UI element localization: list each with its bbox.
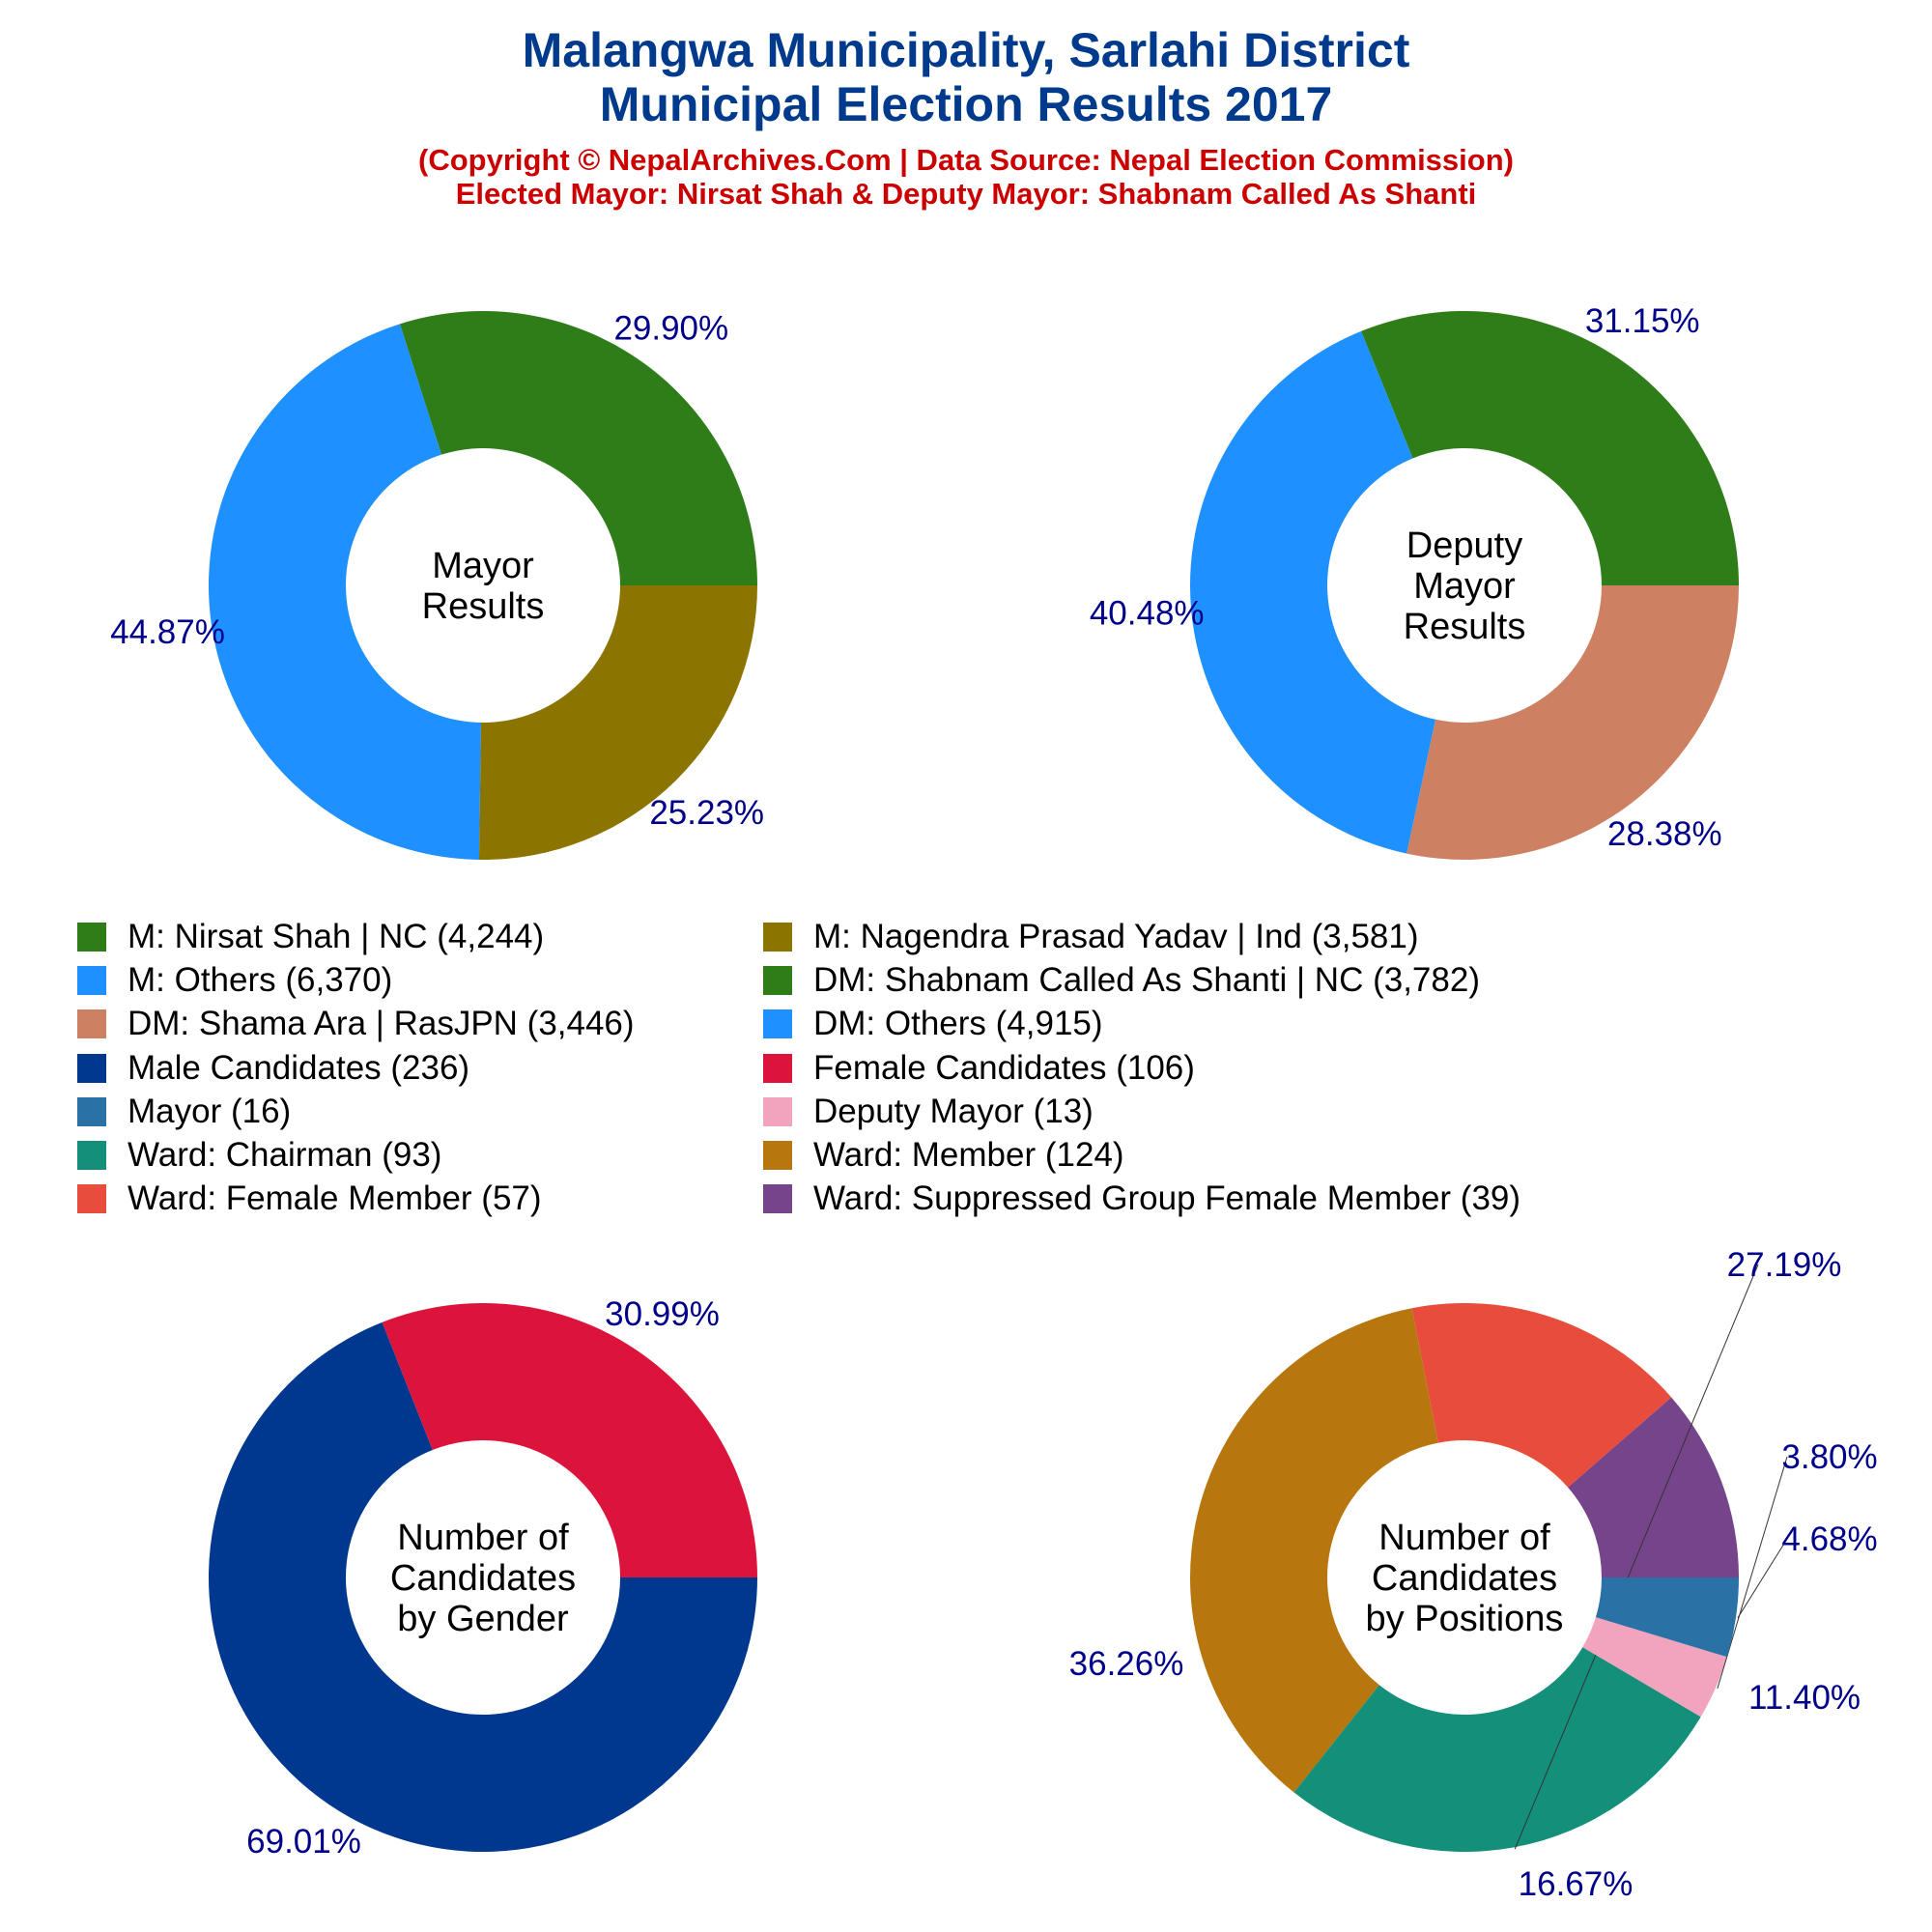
slice-percent-label: 31.15%: [1585, 302, 1700, 340]
pie-slice: [1189, 330, 1436, 854]
elected-officials-line: Elected Mayor: Nirsat Shah & Deputy Mayo…: [455, 177, 1477, 211]
donut-center-label: Results: [422, 586, 545, 627]
donut-chart-4: 11.40% 16.67% 36.26% 27.19% 3.80% 4.68% Number…: [1069, 1246, 1878, 1903]
donut-center-label: Candidates: [390, 1558, 576, 1599]
legend-swatch: [763, 1009, 792, 1039]
slice-percent-label: 69.01%: [246, 1823, 361, 1861]
legend-label: M: Nagendra Prasad Yadav | Ind (3,581): [813, 918, 1419, 955]
legend-label: M: Nirsat Shah | NC (4,244): [128, 918, 545, 955]
legend-swatch: [77, 923, 106, 952]
legend-swatch: [763, 1053, 792, 1083]
slice-percent-label: 36.26%: [1069, 1645, 1184, 1683]
label-leader-line: [1737, 1538, 1788, 1619]
legend-label: M: Others (6,370): [128, 961, 393, 1000]
legend: M: Nirsat Shah | NC (4,244) M: Nagendra P…: [77, 916, 1816, 1225]
legend-swatch: [763, 923, 792, 952]
slice-percent-label: 16.67%: [1519, 1865, 1634, 1903]
donut-center-label: by Gender: [397, 1599, 569, 1639]
legend-label: DM: Shabnam Called As Shanti | NC (3,782…: [813, 961, 1480, 1000]
legend-item: Ward: Chairman (93): [77, 1134, 441, 1177]
legend-label: Deputy Mayor (13): [813, 1092, 1094, 1130]
legend-swatch: [77, 1184, 106, 1214]
slice-percent-label: 27.19%: [1727, 1246, 1842, 1284]
pie-slice: [1406, 585, 1739, 861]
label-leader-line: [1514, 1264, 1759, 1850]
slice-percent-label: 29.90%: [613, 310, 728, 348]
legend-swatch: [77, 1096, 106, 1126]
legend-swatch: [763, 966, 792, 996]
legend-label: Ward: Chairman (93): [128, 1136, 442, 1174]
legend-label: Ward: Suppressed Group Female Member (39…: [813, 1179, 1521, 1218]
legend-item: DM: Shama Ara | RasJPN (3,446): [77, 1003, 635, 1045]
slice-percent-label: 30.99%: [605, 1295, 720, 1333]
donut-center-label: Deputy: [1406, 526, 1522, 566]
legend-label: DM: Others (4,915): [813, 1005, 1103, 1043]
pie-slice: [382, 1303, 757, 1577]
slice-percent-label: 4.68%: [1781, 1520, 1877, 1558]
pie-slice: [1595, 1577, 1739, 1658]
legend-swatch: [77, 1009, 106, 1039]
legend-swatch: [763, 1141, 792, 1170]
legend-swatch: [77, 966, 106, 996]
legend-swatch: [77, 1053, 106, 1083]
copyright-line: (Copyright © NepalArchives.Com | Data So…: [418, 143, 1514, 177]
legend-swatch: [763, 1096, 792, 1126]
donut-center-label: Mayor: [432, 546, 534, 586]
slice-percent-label: 40.48%: [1090, 595, 1205, 633]
slice-percent-label: 25.23%: [649, 794, 764, 832]
legend-label: Female Candidates (106): [813, 1048, 1195, 1087]
legend-item: M: Others (6,370): [77, 959, 392, 1002]
slice-percent-label: 3.80%: [1781, 1438, 1877, 1476]
legend-item: Ward: Female Member (57): [77, 1178, 542, 1220]
pie-slice: [1568, 1397, 1739, 1577]
chart-title-line2: Municipal Election Results 2017: [599, 77, 1333, 131]
donut-center-label: Candidates: [1372, 1558, 1557, 1599]
legend-swatch: [763, 1184, 792, 1214]
legend-label: Mayor (16): [128, 1092, 292, 1130]
legend-item: Male Candidates (236): [77, 1047, 469, 1090]
legend-label: Ward: Female Member (57): [128, 1179, 542, 1218]
pie-slice: [399, 310, 757, 585]
pie-slice: [209, 1321, 758, 1853]
legend-item: M: Nagendra Prasad Yadav | Ind (3,581): [763, 916, 1419, 958]
pie-slice: [208, 324, 481, 860]
legend-item: DM: Shabnam Called As Shanti | NC (3,782…: [763, 959, 1480, 1002]
chart-title-line1: Malangwa Municipality, Sarlahi District: [522, 23, 1410, 77]
legend-label: Male Candidates (236): [128, 1048, 470, 1087]
donut-center-label: Mayor: [1413, 566, 1516, 607]
legend-swatch: [77, 1141, 106, 1170]
slice-percent-label: 28.38%: [1607, 815, 1722, 853]
pie-slice: [1582, 1617, 1727, 1718]
donut-center-label: Number of: [1378, 1518, 1550, 1558]
legend-item: Ward: Member (124): [763, 1134, 1124, 1177]
donut-center-label: by Positions: [1366, 1599, 1564, 1639]
legend-label: Ward: Member (124): [813, 1136, 1124, 1174]
pie-slice: [1361, 310, 1739, 585]
pie-slice: [1190, 1308, 1438, 1793]
pie-slice: [1411, 1303, 1672, 1488]
legend-item: Deputy Mayor (13): [763, 1091, 1094, 1133]
legend-item: Female Candidates (106): [763, 1047, 1195, 1090]
legend-item: M: Nirsat Shah | NC (4,244): [77, 916, 544, 958]
slice-percent-label: 11.40%: [1748, 1679, 1861, 1717]
pie-slice: [1293, 1647, 1701, 1852]
chart-header: Malangwa Municipality, Sarlahi District …: [0, 0, 1932, 211]
legend-item: DM: Others (4,915): [763, 1003, 1103, 1045]
slice-percent-label: 44.87%: [110, 613, 225, 651]
pie-slice: [478, 585, 757, 860]
legend-item: Mayor (16): [77, 1091, 291, 1133]
donut-center-label: Results: [1404, 607, 1526, 647]
legend-label: DM: Shama Ara | RasJPN (3,446): [128, 1005, 635, 1043]
donut-center-label: Number of: [397, 1518, 569, 1558]
legend-item: Ward: Suppressed Group Female Member (39…: [763, 1178, 1520, 1220]
